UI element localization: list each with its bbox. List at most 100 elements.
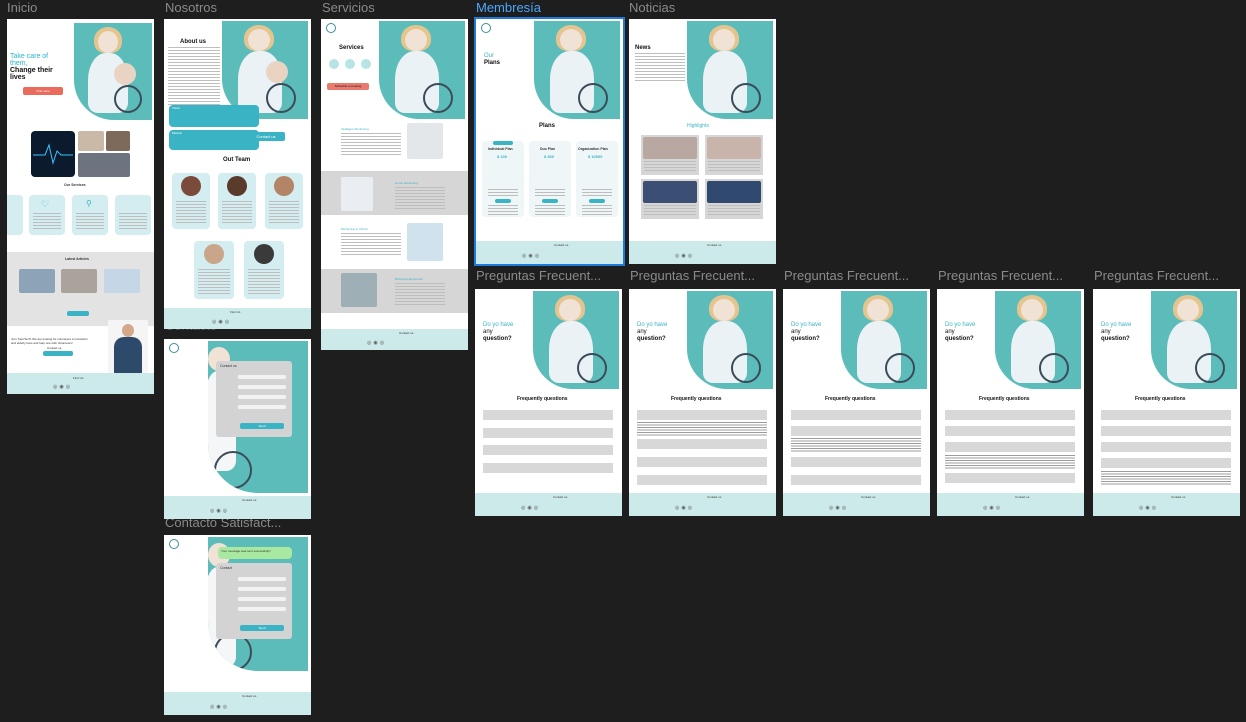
frame-contacto[interactable]: Contact us Send Contact us ◎◉◎ (164, 339, 311, 519)
plan3-select-button[interactable] (589, 199, 605, 203)
social-icons[interactable]: ◎◉◎ (1139, 505, 1159, 511)
frame-faq-5[interactable]: Do yo have any question? Frequently ques… (1093, 289, 1240, 516)
schedule-meeting-button[interactable]: Schedule a meeting (327, 83, 369, 90)
email-field[interactable] (238, 385, 286, 389)
faq-question[interactable] (637, 475, 767, 485)
faq-question[interactable] (483, 463, 613, 473)
news-card[interactable] (641, 179, 699, 219)
frame-label-inicio[interactable]: Inicio (7, 0, 38, 15)
social-icons[interactable]: ◎◉◎ (53, 384, 73, 390)
service-1-image (407, 123, 443, 159)
frame-inicio[interactable]: Take care of them, Change their lives Fi… (7, 19, 154, 394)
faq-question[interactable] (791, 475, 921, 485)
social-icons[interactable]: ◎◉◎ (367, 340, 387, 346)
service-card[interactable]: ♡ (29, 195, 65, 235)
medical-icon[interactable] (345, 59, 355, 69)
name-field[interactable] (238, 375, 286, 379)
team-card[interactable] (244, 241, 284, 299)
frame-faq-1[interactable]: Do yo have any question? Frequently ques… (475, 289, 622, 516)
frame-label-faq-1[interactable]: Preguntas Frecuent... (476, 268, 602, 283)
frame-label-servicios[interactable]: Servicios (322, 0, 375, 15)
social-icons[interactable]: ◎◉◎ (675, 505, 695, 511)
news-card[interactable] (705, 179, 763, 219)
frame-noticias[interactable]: News Highlights Contact us ◎◉◎ (629, 19, 776, 264)
social-icons[interactable]: ◎◉◎ (675, 253, 695, 259)
frame-label-faq-4[interactable]: Preguntas Frecuent... (938, 268, 1064, 283)
frame-faq-3[interactable]: Do yo have any question? Frequently ques… (783, 289, 930, 516)
email-field[interactable] (238, 587, 286, 591)
news-card[interactable] (641, 135, 699, 175)
faq-question[interactable] (1101, 410, 1231, 420)
brand-logo[interactable] (169, 343, 179, 353)
faq-question[interactable] (483, 428, 613, 438)
name-field[interactable] (238, 577, 286, 581)
frame-membresia[interactable]: Our Plans Plans Individual Plan $ 100 Du… (474, 17, 625, 266)
social-icons[interactable]: ◎◉◎ (210, 508, 230, 514)
send-button[interactable]: Send (240, 423, 284, 429)
person-icon[interactable] (361, 59, 371, 69)
frame-faq-4[interactable]: Do yo have any question? Frequently ques… (937, 289, 1084, 516)
frame-label-faq-2[interactable]: Preguntas Frecuent... (630, 268, 756, 283)
plan1-select-button[interactable] (495, 199, 511, 203)
faq-question[interactable] (637, 410, 767, 420)
service-card[interactable]: ⚲ (72, 195, 108, 235)
service-card[interactable] (7, 195, 23, 235)
heart-icon[interactable] (329, 59, 339, 69)
phone-field[interactable] (238, 395, 286, 399)
plan-card-individual[interactable]: Individual Plan $ 100 (482, 141, 524, 217)
faq-question[interactable] (1101, 426, 1231, 436)
contact-form: Contact Send (216, 563, 292, 639)
social-icons[interactable]: ◎◉◎ (983, 505, 1003, 511)
send-button[interactable]: Send (240, 625, 284, 631)
message-field[interactable] (238, 405, 286, 409)
faq-question[interactable] (791, 426, 921, 436)
footer (164, 496, 311, 519)
social-icons[interactable]: ◎◉◎ (210, 704, 230, 710)
faq-question[interactable] (945, 410, 1075, 420)
brand-logo[interactable] (169, 539, 179, 549)
service-card[interactable] (115, 195, 151, 235)
phone-field[interactable] (238, 597, 286, 601)
social-icons[interactable]: ◎◉◎ (212, 319, 232, 325)
brand-logo[interactable] (481, 23, 491, 33)
footer (164, 692, 311, 715)
faq-question[interactable] (483, 410, 613, 420)
news-card[interactable] (705, 135, 763, 175)
frame-label-nosotros[interactable]: Nosotros (165, 0, 218, 15)
faq-question[interactable] (945, 426, 1075, 436)
contact-us-button[interactable]: Contact us (247, 132, 285, 141)
faq-question[interactable] (791, 410, 921, 420)
plan-card-organization[interactable]: Organization Plan $ 10000 (576, 141, 618, 217)
join-button[interactable] (43, 351, 73, 356)
faq-question[interactable] (483, 445, 613, 455)
frame-label-membresia[interactable]: Membresía (476, 0, 542, 15)
frame-servicios[interactable]: Services Schedule a meeting Intelligent … (321, 19, 468, 350)
faq-question[interactable] (637, 457, 767, 467)
faq-question[interactable] (1101, 458, 1231, 468)
brand-logo[interactable] (326, 23, 336, 33)
frame-label-faq-5[interactable]: Preguntas Frecuent... (1094, 268, 1220, 283)
faq-question[interactable] (637, 439, 767, 449)
plan-card-duo[interactable]: Duo Plan $ 300 (529, 141, 571, 217)
frame-label-faq-3[interactable]: Preguntas Frecuent... (784, 268, 910, 283)
faq-question[interactable] (945, 442, 1075, 452)
team-card[interactable] (218, 173, 256, 229)
frame-label-noticias[interactable]: Noticias (629, 0, 676, 15)
social-icons[interactable]: ◎◉◎ (521, 505, 541, 511)
more-articles-button[interactable] (67, 311, 89, 316)
team-card[interactable] (172, 173, 210, 229)
plan2-select-button[interactable] (542, 199, 558, 203)
faq-question[interactable] (1101, 442, 1231, 452)
frame-nosotros[interactable]: About us Vision Mission Contact us Out T… (164, 19, 311, 329)
social-icons[interactable]: ◎◉◎ (829, 505, 849, 511)
faq-question[interactable] (791, 457, 921, 467)
team-card[interactable] (194, 241, 234, 299)
team-card[interactable] (265, 173, 303, 229)
faq-question[interactable] (945, 473, 1075, 483)
find-more-button[interactable]: Find more (23, 87, 63, 95)
frame-contacto-satisfactorio[interactable]: Your message was sent successfully! Cont… (164, 535, 311, 715)
message-field[interactable] (238, 607, 286, 611)
frame-faq-2[interactable]: Do yo have any question? Frequently ques… (629, 289, 776, 516)
social-icons[interactable]: ◎◉◎ (522, 253, 542, 259)
footer (164, 308, 311, 329)
